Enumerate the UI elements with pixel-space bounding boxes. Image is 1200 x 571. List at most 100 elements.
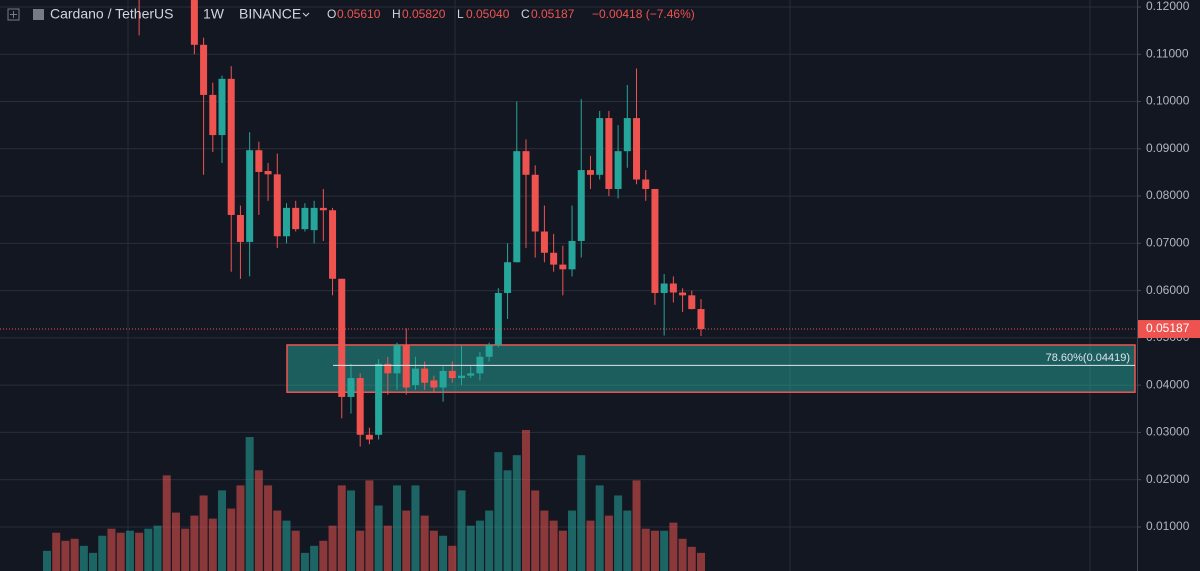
y-tick-label: 0.03000 bbox=[1146, 425, 1190, 439]
y-tick-label: 0.09000 bbox=[1146, 141, 1190, 155]
y-tick-label: 0.02000 bbox=[1146, 472, 1190, 486]
y-tick-label: 0.08000 bbox=[1146, 188, 1190, 202]
volume-bar bbox=[181, 528, 190, 571]
volume-bar bbox=[300, 552, 309, 571]
ohlc-label: H bbox=[392, 7, 401, 21]
candle-body bbox=[448, 370, 456, 379]
overlay: 78.60%(0.04419) bbox=[0, 328, 1137, 366]
y-tick-label: 0.10000 bbox=[1146, 94, 1190, 108]
candle-body bbox=[540, 231, 548, 253]
volume-bar bbox=[79, 545, 88, 571]
volume-bar bbox=[577, 455, 586, 571]
volume-bar bbox=[558, 530, 567, 571]
candle-body bbox=[458, 375, 466, 379]
zone-layer bbox=[286, 344, 1136, 393]
candle-body bbox=[393, 344, 401, 374]
volume-bar bbox=[402, 510, 411, 571]
candle-body bbox=[651, 188, 659, 293]
candle-body bbox=[633, 118, 641, 180]
volume-bar bbox=[43, 550, 51, 571]
volume-bar bbox=[650, 530, 659, 571]
volume-bar bbox=[540, 510, 549, 571]
candle-body bbox=[586, 170, 594, 175]
candle-body bbox=[660, 283, 668, 293]
volume-bar bbox=[199, 495, 208, 571]
volume-bar bbox=[273, 510, 282, 571]
volume-bar bbox=[512, 455, 521, 571]
price-label-box bbox=[1138, 320, 1200, 339]
y-tick-label: 0.12000 bbox=[1146, 0, 1190, 13]
volume-bar bbox=[623, 510, 632, 571]
volume-bar bbox=[291, 530, 300, 571]
candle-body bbox=[282, 207, 290, 237]
volume-bar bbox=[420, 515, 429, 571]
candle-body bbox=[190, 0, 198, 45]
candle-body bbox=[255, 150, 263, 172]
candle-body bbox=[439, 370, 447, 388]
candle-body bbox=[402, 344, 410, 388]
volume-bar bbox=[448, 545, 457, 571]
candle-body bbox=[356, 378, 364, 435]
candle-body bbox=[467, 373, 475, 376]
volume-bar bbox=[107, 528, 116, 571]
ohlc-value: 0.05040 bbox=[466, 7, 510, 21]
candle-body bbox=[421, 368, 429, 383]
volume-bar bbox=[337, 485, 346, 571]
volume-bar bbox=[604, 515, 613, 571]
volume-bar bbox=[125, 530, 134, 571]
candle-body bbox=[697, 309, 705, 330]
volume-bar bbox=[669, 522, 678, 571]
volume-bar bbox=[227, 508, 236, 571]
volume-bar bbox=[218, 490, 227, 571]
interval[interactable]: 1W bbox=[203, 6, 225, 22]
volume-bar bbox=[531, 490, 540, 571]
volume-bar bbox=[328, 525, 337, 571]
exchange[interactable]: BINANCE bbox=[239, 6, 301, 22]
dropdown-caret[interactable] bbox=[302, 12, 310, 17]
header: Cardano / TetherUS 1W BINANCE O 0.05610 … bbox=[7, 6, 695, 22]
candle-body bbox=[531, 174, 539, 232]
volume-bar bbox=[135, 532, 144, 571]
candle-body bbox=[227, 78, 235, 215]
volume-bar bbox=[429, 530, 438, 571]
volume-bar bbox=[153, 525, 162, 571]
volume-bar bbox=[393, 485, 402, 571]
y-tick-label: 0.06000 bbox=[1146, 283, 1190, 297]
candle-body bbox=[310, 207, 318, 231]
candle-body bbox=[411, 368, 419, 386]
price-axis: 0.12000 0.11000 0.10000 0.09000 0.08000 0.070… bbox=[1137, 0, 1200, 533]
ohlc-value: 0.05610 bbox=[337, 7, 381, 21]
volume-bar bbox=[485, 510, 494, 571]
volume-bars bbox=[43, 430, 705, 571]
volume-bar bbox=[190, 515, 199, 571]
icon-expand[interactable] bbox=[7, 8, 20, 21]
icon-symbol[interactable] bbox=[33, 9, 44, 20]
fib-label: 78.60%(0.04419) bbox=[1046, 352, 1130, 364]
volume-bar bbox=[264, 485, 273, 571]
candle-body bbox=[347, 378, 355, 397]
volume-bar bbox=[365, 480, 374, 571]
volume-bar bbox=[521, 430, 530, 571]
volume-bar bbox=[549, 520, 558, 571]
volume-bar bbox=[568, 510, 577, 571]
y-tick-label: 0.04000 bbox=[1146, 377, 1190, 391]
candle-body bbox=[623, 118, 631, 152]
volume-bar bbox=[687, 546, 696, 571]
volume-bar bbox=[254, 470, 263, 571]
volume-bar bbox=[89, 552, 98, 571]
candle-body bbox=[550, 252, 558, 265]
ohlc-label: C bbox=[521, 7, 530, 21]
candle-body bbox=[679, 292, 687, 296]
volume-bar bbox=[116, 532, 125, 571]
candle-body bbox=[688, 295, 696, 310]
candle-body bbox=[264, 171, 272, 175]
candle-body bbox=[504, 262, 512, 293]
volume-bar bbox=[595, 485, 604, 571]
candle-body bbox=[319, 207, 327, 211]
change: −0.00418 (−7.46%) bbox=[592, 7, 695, 21]
candle-body bbox=[642, 179, 650, 189]
symbol-title[interactable]: Cardano / TetherUS bbox=[50, 6, 173, 22]
volume-bar bbox=[632, 480, 641, 571]
